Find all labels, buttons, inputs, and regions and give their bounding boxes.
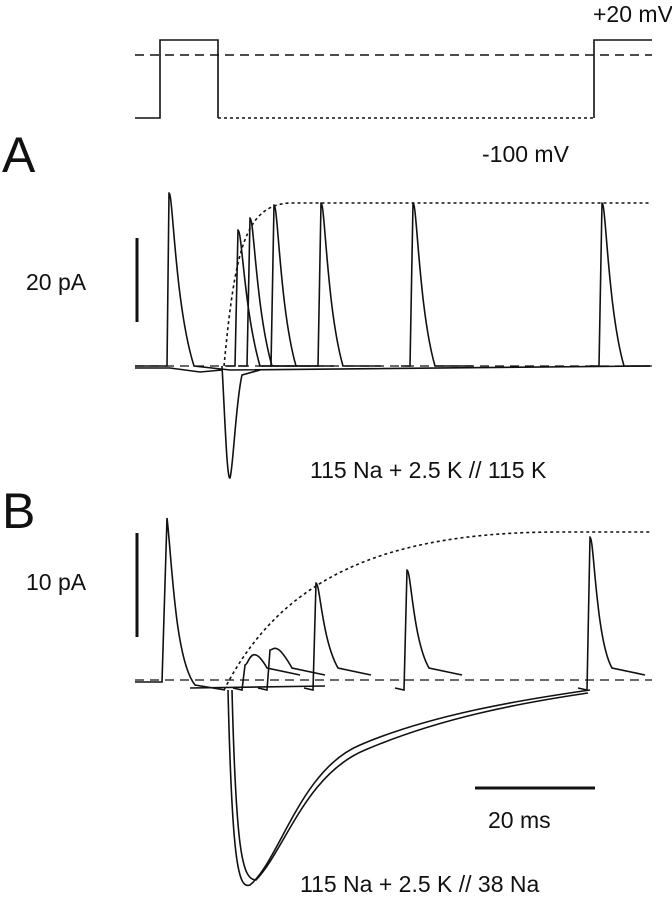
time-scale-label: 20 ms: [488, 807, 551, 833]
inward-current: [227, 689, 591, 887]
step-pulse: [593, 39, 652, 118]
panel-b: B 10 pA 20 ms 115 Na + 2.5 K // 38 Na: [2, 483, 652, 897]
current-trace: [135, 192, 651, 371]
current-trace: [309, 202, 381, 367]
current-trace: [226, 229, 298, 367]
panel-label: A: [2, 127, 36, 183]
current-trace: [401, 202, 473, 367]
current-trace: [135, 367, 223, 373]
current-trace: [262, 204, 334, 367]
current-trace: [221, 365, 261, 479]
voltage-high-label: +20 mV: [593, 1, 672, 27]
voltage-protocol: +20 mV -100 mV: [135, 1, 672, 167]
current-trace: [232, 653, 301, 691]
current-trace: [394, 569, 463, 691]
solution-label: 115 Na + 2.5 K // 115 K: [310, 457, 547, 483]
current-trace: [590, 202, 650, 367]
envelope-fit: [223, 531, 650, 691]
current-trace: [189, 685, 326, 689]
solution-label: 115 Na + 2.5 K // 38 Na: [300, 871, 540, 897]
voltage-low-label: -100 mV: [482, 141, 570, 167]
scale-label: 10 pA: [26, 569, 87, 595]
current-trace: [238, 217, 310, 367]
step-pulse: [135, 39, 219, 119]
current-trace: [303, 582, 372, 691]
envelope-fit: [223, 202, 650, 367]
panel-label: B: [2, 483, 35, 539]
current-trace: [577, 536, 646, 691]
panel-a: A 20 pA 115 Na + 2.5 K // 115 K: [2, 127, 652, 483]
current-trace: [135, 517, 226, 691]
current-trace: [257, 647, 326, 691]
inward-current: [231, 689, 589, 881]
scale-label: 20 pA: [26, 269, 87, 295]
